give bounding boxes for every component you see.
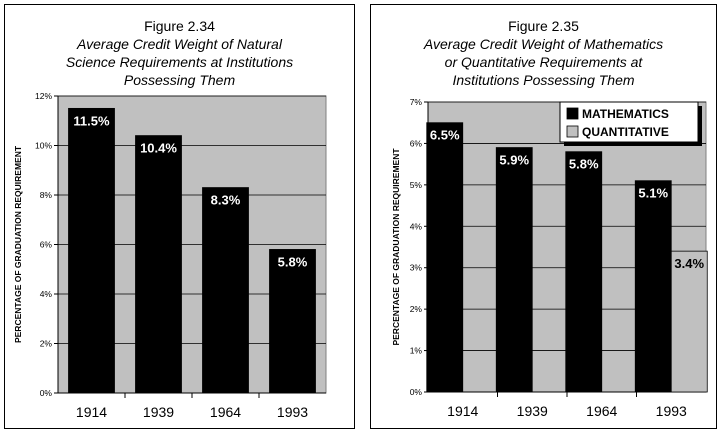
x-tick-label: 1939 [517,403,548,419]
bar [269,249,316,394]
data-label: 5.9% [499,153,529,168]
bar [634,180,672,393]
x-tick-label: 1993 [277,404,308,420]
bar [202,187,249,394]
legend: MATHEMATICS QUANTITATIVE [559,101,702,146]
data-label: 10.4% [140,141,177,156]
data-label: 11.5% [73,113,110,128]
legend-swatch [566,107,579,120]
y-tick-label: 6% [410,138,423,148]
x-tick-label: 1993 [656,403,687,419]
data-label: 5.8% [569,157,599,172]
y-tick-label: 8% [40,190,53,200]
y-tick-label: 0% [410,387,423,397]
y-tick-label: 1% [410,346,423,356]
legend-box [559,101,699,143]
legend-swatch [566,125,579,138]
bar [670,250,708,393]
y-tick-label: 4% [40,289,53,299]
bar [68,107,115,394]
y-axis-label: PERCENTAGE OF GRADUATION REQUIREMENT [13,145,23,343]
chart-panel-figure-2-34: Figure 2.34 Average Credit Weight of Nat… [4,4,355,429]
y-tick-label: 3% [410,263,423,273]
data-label: 8.3% [211,193,241,208]
bar-chart-mathematics: 0% 1% 2% 3% 4% 5% 6% 7% 1914 1939 1964 1993 6.5% 5.9%… [391,97,708,419]
x-tick-label: 1964 [210,404,241,420]
data-label: 3.4% [674,256,704,271]
data-label: 6.5% [430,128,460,143]
chart-title: Figure 2.35 Average Credit Weight of Mat… [371,17,716,89]
y-tick-label: 5% [410,180,423,190]
y-tick-label: 0% [40,388,53,398]
title-line-2: Science Requirements at Institutions [65,54,294,70]
y-tick-label: 12% [35,91,52,101]
bar-chart-natural-science: 0% 2% 4% 6% 8% 10% 12% 1914 1939 1964 1993 11.5% 10.… [13,91,327,420]
y-tick-label: 10% [35,141,52,151]
bar [565,151,603,393]
chart-title: Figure 2.34 Average Credit Weight of Nat… [5,17,354,89]
figure-number: Figure 2.35 [508,18,579,34]
y-tick-label: 4% [410,221,423,231]
legend-label: QUANTITATIVE [582,125,669,139]
x-tick-label: 1964 [586,403,617,419]
title-line-1: Average Credit Weight of Mathematics [423,36,664,52]
x-tick-label: 1939 [143,404,174,420]
x-tick-label: 1914 [76,404,107,420]
y-tick-label: 6% [40,240,53,250]
bar [135,135,182,394]
y-tick-label: 2% [40,339,53,349]
legend-label: MATHEMATICS [582,107,669,121]
chart-panel-figure-2-35: Figure 2.35 Average Credit Weight of Mat… [370,4,717,429]
bar [495,147,533,393]
x-tick-label: 1914 [447,403,478,419]
y-tick-label: 7% [410,97,423,107]
title-line-1: Average Credit Weight of Natural [77,36,282,52]
title-line-3: Institutions Possessing Them [452,72,635,88]
bar [426,122,464,393]
y-tick-label: 2% [410,304,423,314]
data-label: 5.1% [638,186,668,201]
data-label: 5.8% [278,254,308,269]
title-line-3: Possessing Them [123,72,236,88]
figure-number: Figure 2.34 [144,18,215,34]
y-axis-label: PERCENTAGE OF GRADUATION REQUIREMENT [391,148,401,346]
title-line-2: or Quantitative Requirements at [444,54,643,70]
